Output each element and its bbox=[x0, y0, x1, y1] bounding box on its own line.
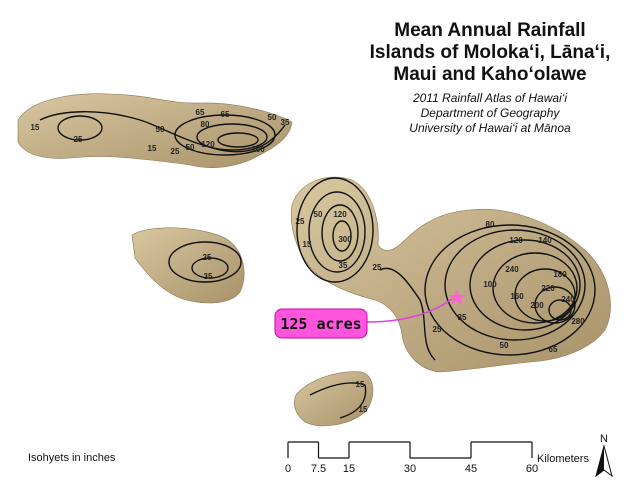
contour-label: 100 bbox=[483, 280, 497, 289]
contour-label: 65 bbox=[549, 345, 558, 354]
contour-label: 15 bbox=[148, 144, 157, 153]
title-line: Mean Annual Rainfall bbox=[394, 20, 585, 41]
contour-label: 50 bbox=[268, 113, 277, 122]
contour-label: 180 bbox=[553, 270, 567, 279]
contour-label: 120 bbox=[509, 236, 523, 245]
contour-label: 220 bbox=[541, 284, 555, 293]
contour-label: 200 bbox=[530, 301, 544, 310]
contour-label: 15 bbox=[359, 405, 368, 414]
contour-label: 65 bbox=[196, 108, 205, 117]
contour-label: 50 bbox=[500, 341, 509, 350]
north-arrow-half bbox=[596, 446, 604, 476]
contour-label: 25 bbox=[433, 325, 442, 334]
contour-label: 35 bbox=[339, 261, 348, 270]
contour-label: 240 bbox=[561, 295, 575, 304]
credit-line: University of Hawai‘i at Mānoa bbox=[409, 121, 571, 135]
contour-label: 120 bbox=[201, 140, 215, 149]
scale-unit: Kilometers bbox=[537, 453, 589, 465]
scale-tick-label: 30 bbox=[404, 463, 416, 475]
callout-box bbox=[274, 308, 368, 339]
contour-label: 160 bbox=[510, 292, 524, 301]
scale-tick-label: 0 bbox=[285, 463, 291, 475]
contour-label: 240 bbox=[505, 265, 519, 274]
callout-arrow bbox=[366, 298, 453, 323]
contour-label: 35 bbox=[204, 272, 213, 281]
contour-label: 25 bbox=[171, 147, 180, 156]
contour-label: 80 bbox=[486, 220, 495, 229]
contour-label: 100 bbox=[251, 145, 265, 154]
contour-label: 25 bbox=[203, 253, 212, 262]
contour-label: 50 bbox=[156, 125, 165, 134]
title-line: Islands of Moloka‘i, Lāna‘i, bbox=[370, 42, 611, 63]
contour-label: 15 bbox=[31, 123, 40, 132]
credit-line: Department of Geography bbox=[421, 106, 561, 120]
contour-label: 140 bbox=[538, 236, 552, 245]
scale-tick-label: 60 bbox=[526, 463, 538, 475]
contour-label: 280 bbox=[571, 317, 585, 326]
contour-label: 25 bbox=[373, 263, 382, 272]
contour-label: 50 bbox=[186, 143, 195, 152]
contour-label: 15 bbox=[356, 380, 365, 389]
legend-text: Isohyets in inches bbox=[28, 452, 116, 464]
scale-tick-label: 45 bbox=[465, 463, 477, 475]
island-lanai bbox=[131, 227, 245, 304]
contour-label: 25 bbox=[74, 135, 83, 144]
contour-label: 35 bbox=[458, 313, 467, 322]
title-line: Maui and Kaho‘olawe bbox=[393, 64, 586, 85]
callout-text: 125 acres bbox=[280, 315, 361, 333]
scale-tick-label: 15 bbox=[343, 463, 355, 475]
scale-tick-label: 7.5 bbox=[311, 463, 326, 475]
contour-label: 15 bbox=[303, 240, 312, 249]
contour-label: 50 bbox=[314, 210, 323, 219]
credit-line: 2011 Rainfall Atlas of Hawai‘i bbox=[412, 91, 567, 105]
contour-label: 65 bbox=[221, 110, 230, 119]
north-label: N bbox=[600, 433, 608, 445]
contour-label: 120 bbox=[333, 210, 347, 219]
contour-label: 25 bbox=[296, 217, 305, 226]
contour-label: 80 bbox=[201, 120, 210, 129]
site-star bbox=[448, 289, 466, 305]
contour-label: 35 bbox=[281, 118, 290, 127]
contour-label: 300 bbox=[338, 235, 352, 244]
